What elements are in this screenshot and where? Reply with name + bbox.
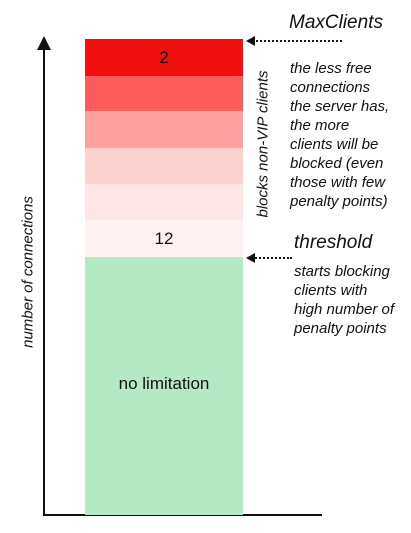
maxclients-note-line: the less free bbox=[290, 59, 389, 78]
maxclients-note-line: those with few bbox=[290, 173, 389, 192]
threshold-note: starts blocking clients with high number… bbox=[294, 262, 394, 338]
maxclients-title: MaxClients bbox=[289, 12, 383, 34]
maxclients-note-line: blocked (even bbox=[290, 154, 389, 173]
y-axis bbox=[43, 46, 45, 516]
band-threshold-value: 12 bbox=[85, 229, 243, 249]
band-no-limitation: no limitation bbox=[85, 257, 243, 515]
threshold-title: threshold bbox=[294, 232, 372, 254]
threshold-pointer-line bbox=[252, 257, 292, 259]
threshold-note-line: high number of bbox=[294, 300, 394, 319]
maxclients-note-line: connections bbox=[290, 78, 389, 97]
band-level-2 bbox=[85, 76, 243, 111]
maxclients-pointer-line bbox=[252, 40, 342, 42]
maxclients-note-line: the more bbox=[290, 116, 389, 135]
band-level-3 bbox=[85, 111, 243, 148]
maxclients-note-line: penalty points) bbox=[290, 192, 389, 211]
maxclients-note-line: the server has, bbox=[290, 97, 389, 116]
maxclients-note: the less free connections the server has… bbox=[290, 59, 389, 211]
band-threshold: 12 bbox=[85, 220, 243, 257]
band-maxclients: 2 bbox=[85, 39, 243, 76]
no-limitation-label: no limitation bbox=[85, 374, 243, 394]
threshold-note-line: clients with bbox=[294, 281, 394, 300]
band-top-value: 2 bbox=[85, 48, 243, 68]
band-level-4 bbox=[85, 148, 243, 184]
threshold-note-line: penalty points bbox=[294, 319, 394, 338]
y-axis-label: number of connections bbox=[20, 196, 37, 348]
blocks-non-vip-label: blocks non-VIP clients bbox=[255, 70, 272, 217]
maxclients-note-line: clients will be bbox=[290, 135, 389, 154]
threshold-note-line: starts blocking bbox=[294, 262, 394, 281]
band-level-5 bbox=[85, 184, 243, 220]
